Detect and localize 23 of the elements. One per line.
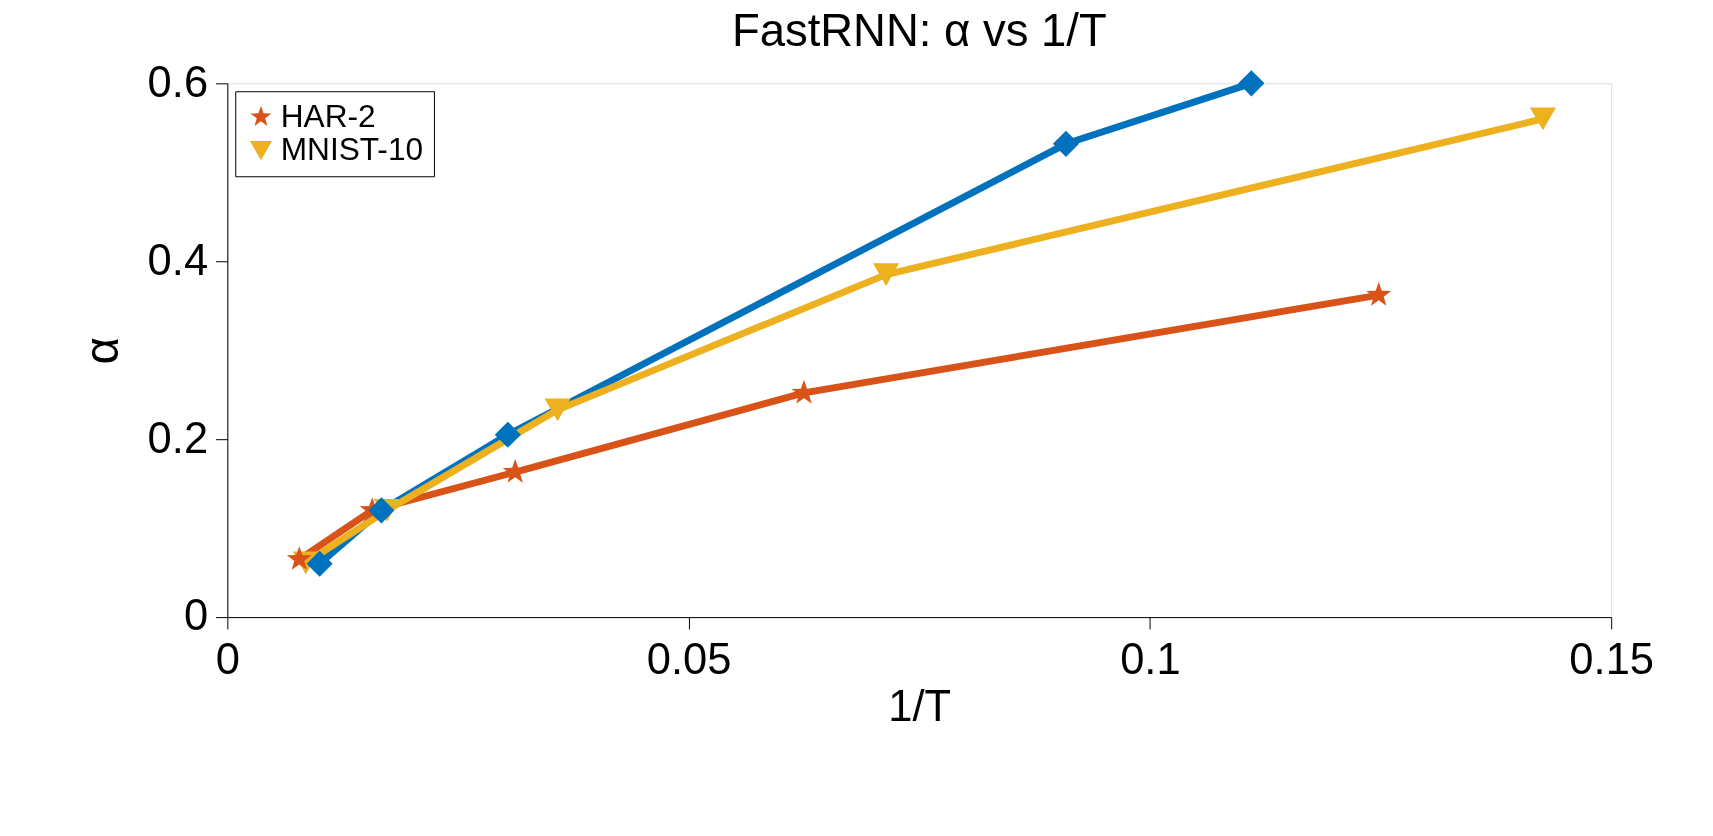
y-tick-label: 0.2 bbox=[147, 413, 209, 462]
point bbox=[1529, 107, 1556, 131]
x-tick-label: 0.15 bbox=[1569, 634, 1654, 683]
point bbox=[872, 263, 900, 286]
point bbox=[1238, 70, 1265, 97]
point bbox=[1366, 281, 1392, 306]
legend-label: MNIST-10 bbox=[280, 131, 424, 168]
y-tick-label: 0.6 bbox=[147, 57, 209, 106]
point bbox=[1052, 130, 1080, 157]
x-axis-title: 1/T bbox=[888, 682, 952, 731]
y-tick-label: 0 bbox=[183, 591, 209, 640]
x-tick-label: 0 bbox=[215, 634, 240, 683]
point bbox=[306, 550, 333, 577]
point bbox=[286, 546, 312, 570]
x-tick-label: 0.05 bbox=[646, 634, 732, 683]
point bbox=[544, 398, 571, 422]
chart-title: FastRNN: α vs 1/T bbox=[731, 4, 1107, 56]
x-tick-label: 0.1 bbox=[1120, 634, 1181, 683]
y-tick-label: 0.4 bbox=[147, 235, 209, 284]
point bbox=[494, 421, 521, 448]
point bbox=[368, 497, 395, 524]
y-axis-title: α bbox=[74, 337, 128, 365]
legend-label: HAR-2 bbox=[280, 97, 376, 134]
